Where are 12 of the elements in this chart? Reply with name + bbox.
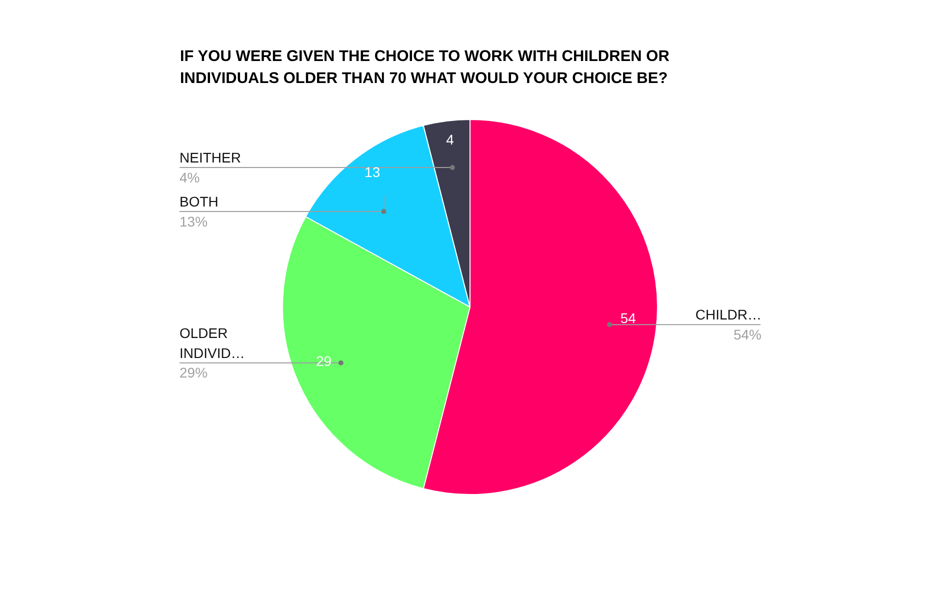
text: 54%	[733, 326, 762, 342]
text: 29%	[180, 364, 208, 381]
slice-label: BOTH	[180, 193, 218, 210]
data-label: 4	[446, 132, 454, 148]
data-label: 54	[620, 310, 636, 326]
data-label: 13	[364, 164, 380, 180]
text: 4%	[180, 169, 200, 186]
slice-label: CHILDR…	[695, 306, 762, 323]
text: 13%	[180, 213, 208, 230]
chart-title: IF YOU WERE GIVEN THE CHOICE TO WORK WITH CHILDREN OR INDIVIDUALS OLDER THAN 70 WHAT WOULD YOUR CHOICE BE?	[180, 47, 670, 89]
slice-label: OLDER INDIVID…	[180, 324, 245, 361]
slice-label: NEITHER	[180, 149, 241, 166]
